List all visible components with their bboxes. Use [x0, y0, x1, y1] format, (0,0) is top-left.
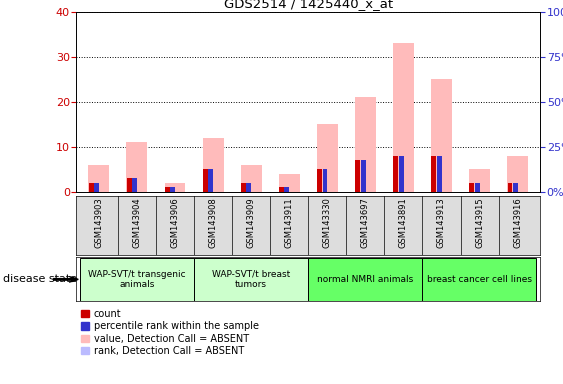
Text: GSM143904: GSM143904	[132, 197, 141, 248]
Text: breast cancer cell lines: breast cancer cell lines	[427, 275, 532, 284]
Text: GSM143903: GSM143903	[95, 197, 104, 248]
Bar	[132, 179, 137, 192]
Text: GSM143916: GSM143916	[513, 197, 522, 248]
Bar	[203, 138, 224, 192]
Bar	[393, 43, 414, 192]
Text: normal NMRI animals: normal NMRI animals	[317, 275, 413, 284]
Bar	[394, 156, 398, 192]
Bar	[88, 165, 109, 192]
Bar	[437, 156, 442, 192]
Bar	[194, 258, 308, 301]
Bar	[127, 179, 132, 192]
Bar	[165, 187, 170, 192]
Bar	[355, 97, 376, 192]
Bar	[323, 169, 328, 192]
Bar	[470, 183, 475, 192]
Bar	[431, 156, 436, 192]
Bar	[127, 179, 132, 192]
Bar	[208, 169, 213, 192]
Bar	[94, 183, 99, 192]
Bar	[475, 183, 480, 192]
Bar	[279, 174, 300, 192]
Bar	[508, 183, 512, 192]
Bar	[317, 124, 338, 192]
Bar	[355, 161, 360, 192]
Title: GDS2514 / 1425440_x_at: GDS2514 / 1425440_x_at	[224, 0, 393, 10]
Bar	[170, 187, 175, 192]
Bar	[279, 187, 284, 192]
Bar	[317, 169, 322, 192]
Text: GSM143330: GSM143330	[323, 197, 332, 248]
Bar	[469, 169, 490, 192]
Bar	[431, 79, 452, 192]
Bar	[241, 183, 246, 192]
Bar	[360, 161, 365, 192]
Text: GSM143908: GSM143908	[208, 197, 217, 248]
Bar	[203, 169, 208, 192]
Bar	[284, 187, 289, 192]
Text: GSM143906: GSM143906	[171, 197, 180, 248]
Text: WAP-SVT/t transgenic
animals: WAP-SVT/t transgenic animals	[88, 270, 186, 289]
Text: GSM143913: GSM143913	[437, 197, 446, 248]
Bar	[165, 187, 170, 192]
Bar	[89, 183, 93, 192]
Text: GSM143915: GSM143915	[475, 197, 484, 248]
Bar	[80, 258, 194, 301]
Bar	[203, 169, 208, 192]
Legend: count, percentile rank within the sample, value, Detection Call = ABSENT, rank, : count, percentile rank within the sample…	[81, 309, 258, 356]
Bar	[317, 169, 322, 192]
Bar	[241, 183, 246, 192]
Bar	[394, 156, 398, 192]
Bar	[247, 183, 251, 192]
Text: GSM143909: GSM143909	[247, 197, 256, 248]
Bar	[399, 156, 404, 192]
Bar	[507, 156, 528, 192]
Bar	[89, 183, 93, 192]
Bar	[470, 183, 475, 192]
Bar	[508, 183, 512, 192]
Bar	[355, 161, 360, 192]
Text: GSM143891: GSM143891	[399, 197, 408, 248]
Bar	[422, 258, 537, 301]
Bar	[127, 142, 148, 192]
Bar	[240, 165, 262, 192]
Text: GSM143697: GSM143697	[361, 197, 370, 248]
Text: disease state: disease state	[3, 274, 77, 285]
Bar	[309, 258, 422, 301]
Bar	[164, 183, 185, 192]
Text: WAP-SVT/t breast
tumors: WAP-SVT/t breast tumors	[212, 270, 291, 289]
Bar	[431, 156, 436, 192]
Bar	[513, 183, 518, 192]
Bar	[279, 187, 284, 192]
Text: GSM143911: GSM143911	[285, 197, 294, 248]
